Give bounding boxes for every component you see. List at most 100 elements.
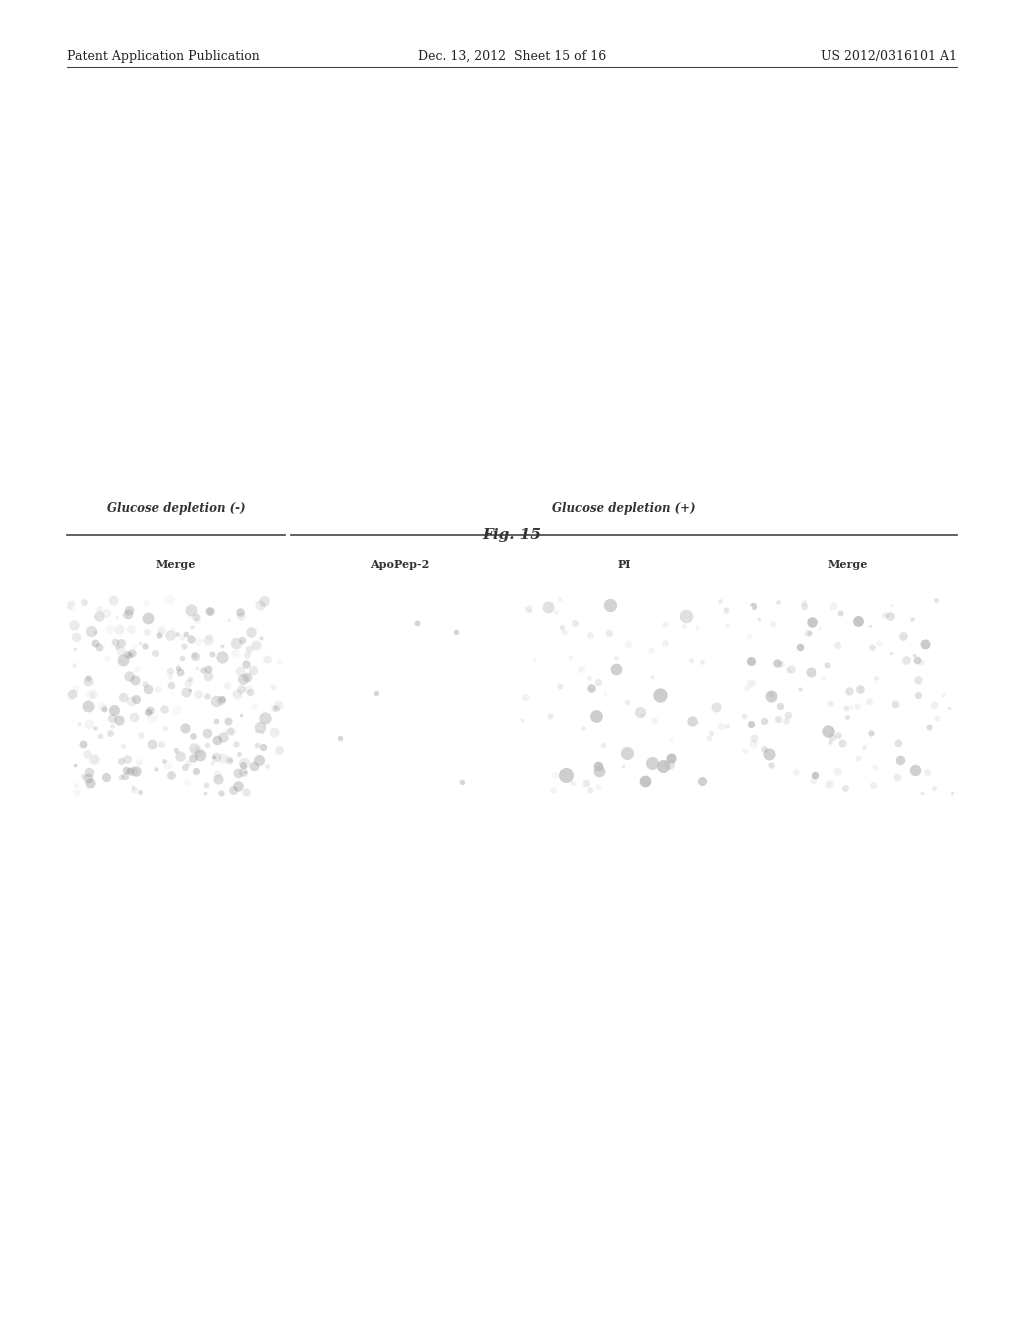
Text: Glucose depletion (+): Glucose depletion (+): [552, 502, 695, 515]
Point: [92, 726, 109, 747]
Point: [575, 717, 592, 738]
Point: [125, 760, 141, 781]
Point: [95, 698, 112, 719]
Point: [852, 678, 868, 700]
Point: [202, 601, 218, 622]
Point: [702, 723, 719, 744]
Point: [918, 634, 934, 655]
Point: [233, 630, 250, 651]
Point: [119, 748, 135, 770]
Point: [162, 667, 178, 688]
Point: [882, 606, 898, 627]
Point: [186, 738, 203, 759]
Point: [805, 770, 821, 791]
Point: [131, 751, 147, 772]
Point: [124, 643, 140, 664]
Point: [233, 605, 250, 626]
Point: [241, 638, 257, 659]
Point: [761, 743, 777, 764]
Point: [834, 733, 850, 754]
Point: [117, 766, 133, 787]
Point: [676, 616, 692, 638]
Point: [181, 668, 198, 689]
Point: [80, 768, 96, 789]
Point: [162, 624, 178, 645]
Point: [564, 772, 581, 793]
Point: [198, 783, 214, 804]
Point: [188, 760, 205, 781]
Point: [157, 717, 173, 738]
Point: [93, 696, 110, 717]
Point: [368, 682, 384, 704]
Point: [87, 632, 103, 653]
Point: [85, 748, 101, 770]
Point: [106, 631, 123, 652]
Point: [101, 619, 118, 640]
Point: [865, 775, 882, 796]
Point: [935, 685, 951, 706]
Point: [620, 742, 636, 763]
Point: [688, 616, 705, 638]
Point: [332, 727, 348, 748]
Point: [796, 591, 812, 612]
Point: [81, 762, 97, 783]
Point: [521, 601, 538, 622]
Point: [643, 640, 659, 661]
Point: [741, 626, 758, 647]
Point: [254, 721, 270, 742]
Point: [540, 597, 556, 618]
Point: [185, 726, 202, 747]
Point: [98, 602, 115, 623]
Point: [815, 667, 831, 688]
Point: [239, 667, 255, 688]
Point: [224, 721, 241, 742]
Point: [751, 609, 767, 630]
Point: [123, 618, 139, 639]
Point: [884, 594, 900, 615]
Point: [802, 622, 818, 643]
Point: [67, 754, 83, 775]
Point: [637, 770, 653, 791]
Point: [525, 648, 542, 669]
Point: [228, 632, 245, 653]
Point: [75, 734, 91, 755]
Point: [719, 614, 735, 635]
Point: [91, 636, 108, 657]
Point: [188, 610, 205, 631]
Point: [81, 714, 97, 735]
Point: [256, 590, 272, 611]
Point: [259, 648, 275, 669]
Point: [763, 684, 779, 705]
Point: [908, 649, 925, 671]
Point: [839, 697, 855, 718]
Point: [926, 777, 942, 799]
Point: [225, 780, 242, 801]
Point: [693, 652, 710, 673]
Point: [765, 614, 781, 635]
Point: [849, 696, 865, 717]
Point: [683, 649, 699, 671]
Point: [214, 635, 230, 656]
Point: [861, 690, 878, 711]
Point: [773, 653, 790, 675]
Text: Patent Application Publication: Patent Application Publication: [67, 50, 259, 63]
Point: [410, 612, 426, 634]
Point: [249, 721, 265, 742]
Point: [136, 673, 153, 694]
Point: [688, 713, 705, 734]
Point: [191, 744, 208, 766]
Point: [567, 612, 584, 634]
Point: [189, 657, 206, 678]
Point: [214, 647, 230, 668]
Point: [796, 595, 812, 616]
Point: [126, 779, 142, 800]
Point: [941, 697, 957, 718]
Point: [122, 760, 138, 781]
Point: [238, 781, 254, 803]
Point: [213, 783, 229, 804]
Point: [165, 618, 181, 639]
Point: [109, 636, 125, 657]
Point: [745, 595, 762, 616]
Point: [907, 759, 924, 780]
Point: [200, 630, 216, 651]
